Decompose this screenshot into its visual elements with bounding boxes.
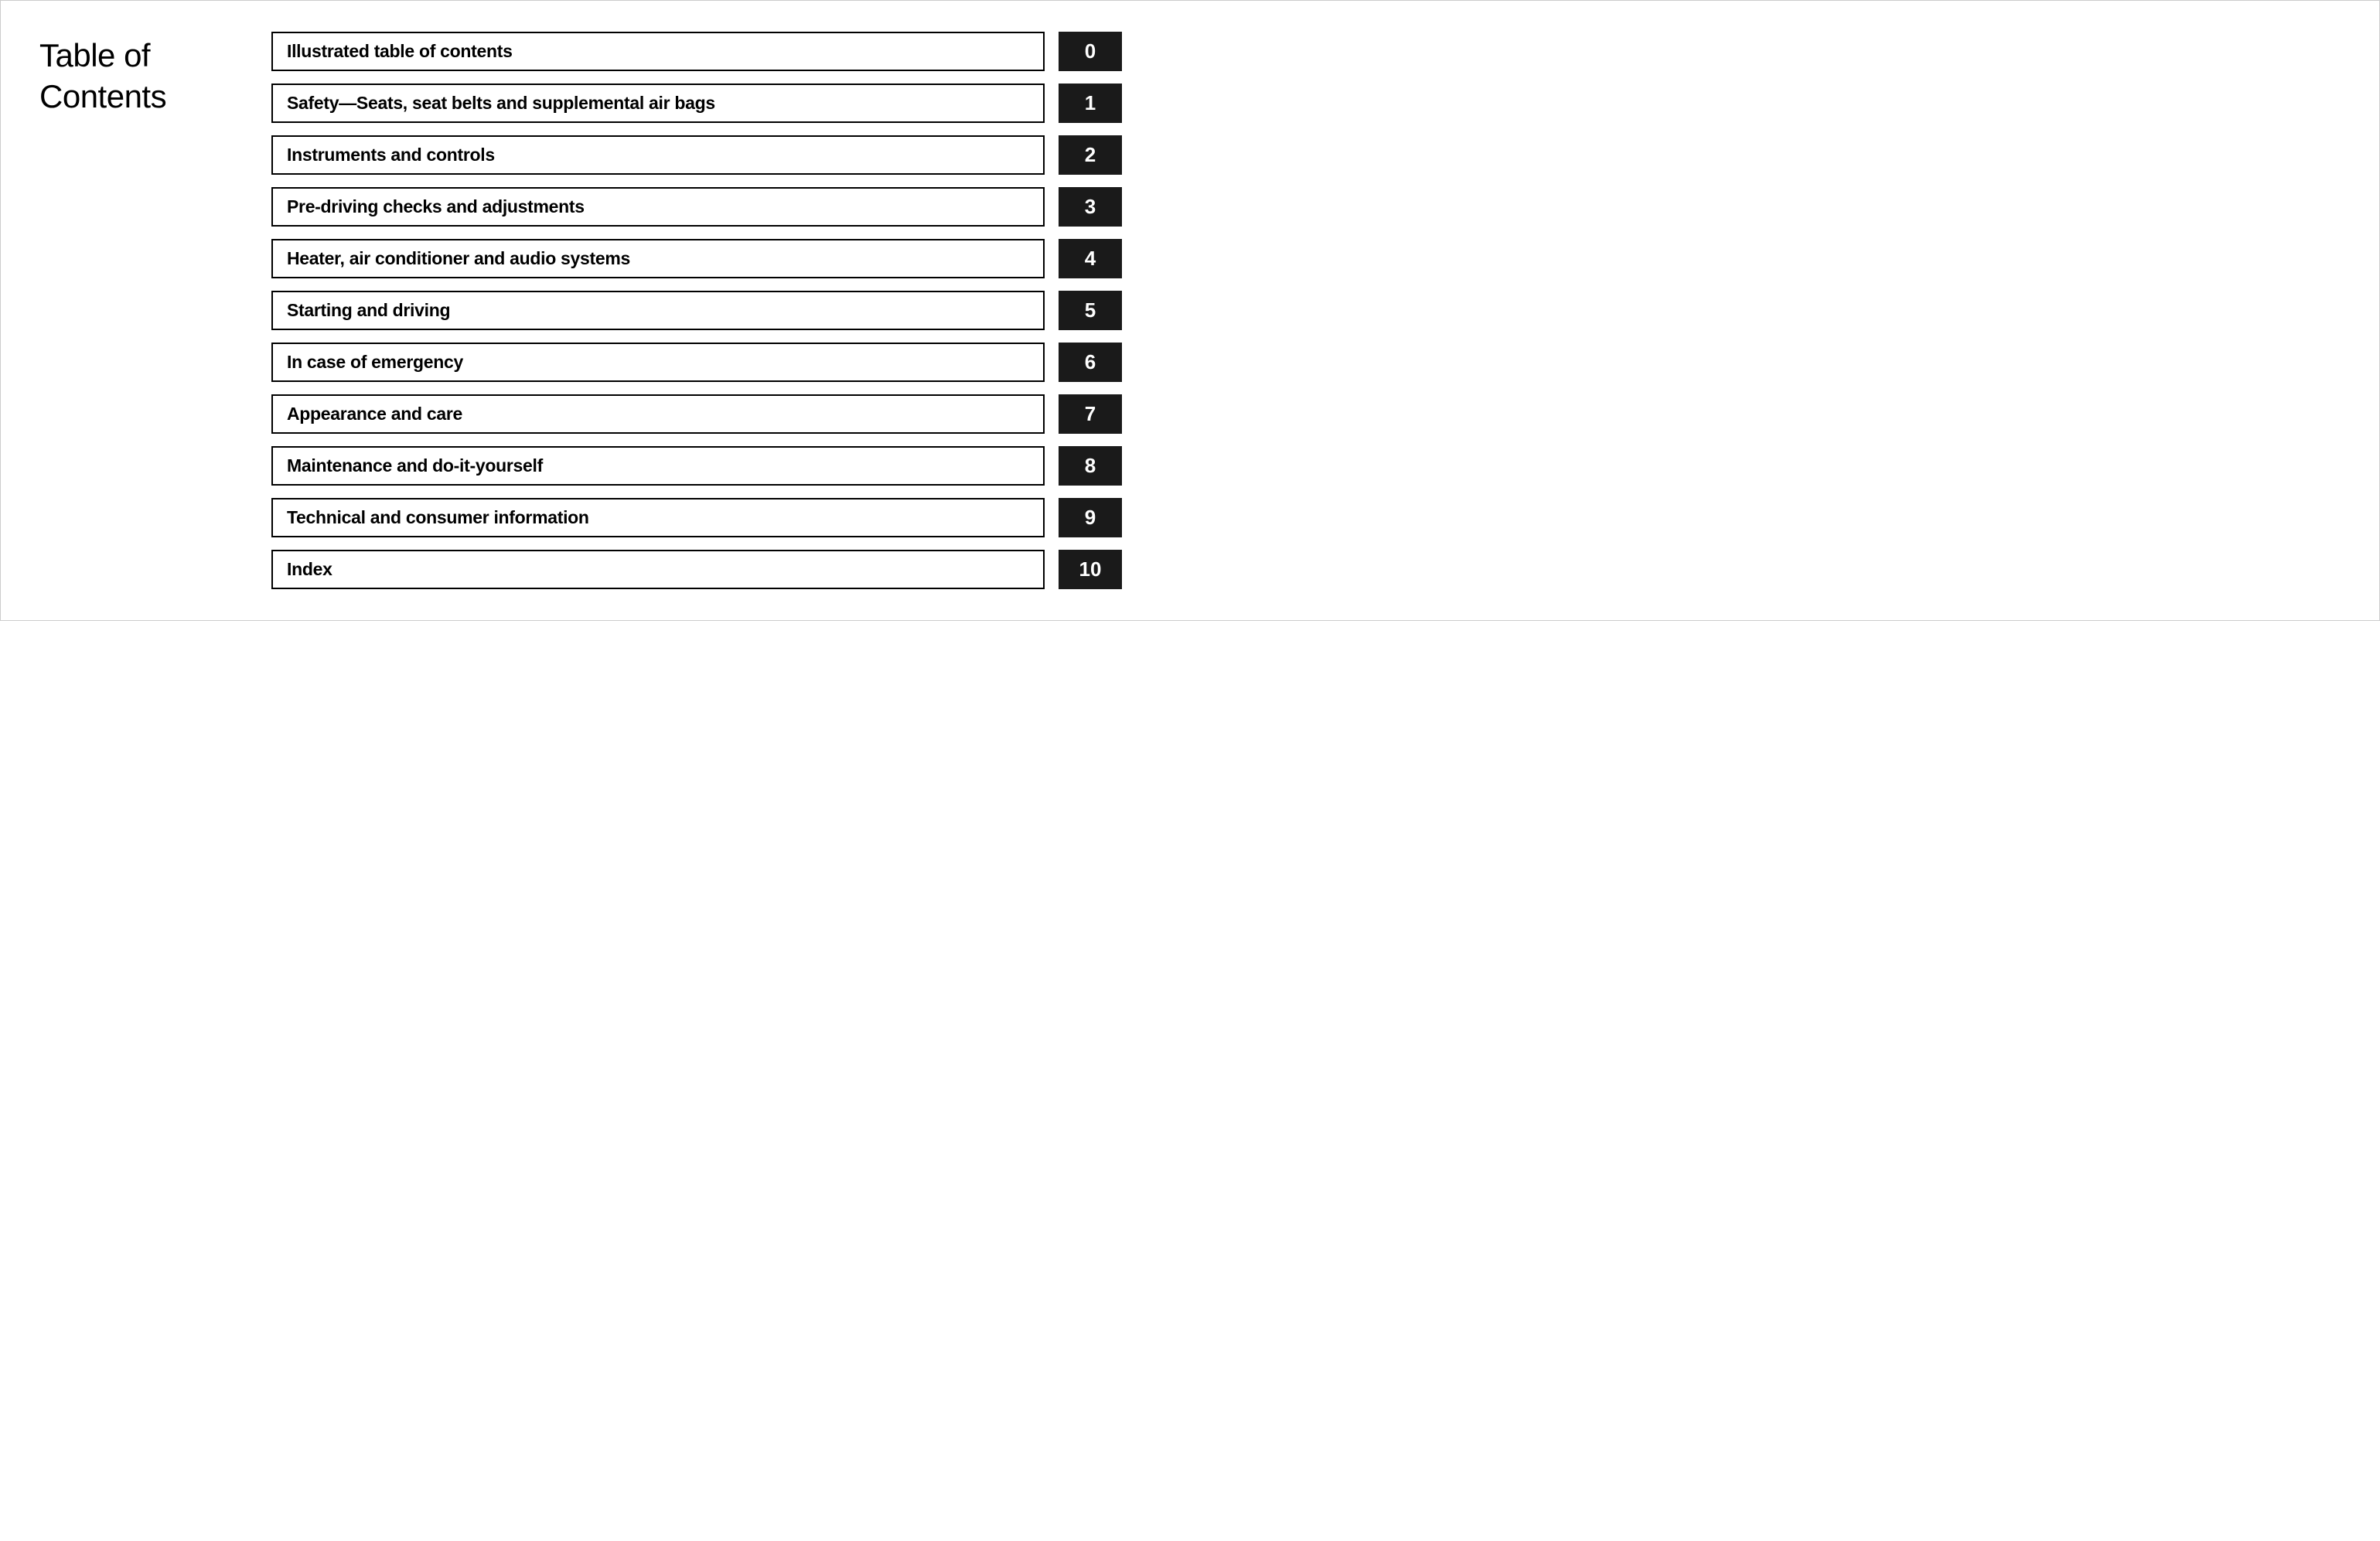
toc-row: Instruments and controls 2: [271, 135, 1122, 175]
toc-row: Maintenance and do-it-yourself 8: [271, 446, 1122, 486]
toc-row: Safety—Seats, seat belts and supplementa…: [271, 84, 1122, 123]
toc-label: Starting and driving: [271, 291, 1045, 330]
toc-container: Table of Contents Illustrated table of c…: [39, 32, 1122, 589]
toc-row: In case of emergency 6: [271, 343, 1122, 382]
toc-label: Index: [271, 550, 1045, 589]
toc-number: 6: [1059, 343, 1122, 382]
toc-number: 4: [1059, 239, 1122, 278]
toc-row: Starting and driving 5: [271, 291, 1122, 330]
heading-line2: Contents: [39, 78, 166, 114]
toc-label: Safety—Seats, seat belts and supplementa…: [271, 84, 1045, 123]
toc-label: Appearance and care: [271, 394, 1045, 434]
heading-line1: Table of: [39, 37, 150, 73]
toc-number: 5: [1059, 291, 1122, 330]
toc-number: 7: [1059, 394, 1122, 434]
toc-row: Appearance and care 7: [271, 394, 1122, 434]
toc-label: Illustrated table of contents: [271, 32, 1045, 71]
toc-list: Illustrated table of contents 0 Safety—S…: [271, 32, 1122, 589]
toc-label: Heater, air conditioner and audio system…: [271, 239, 1045, 278]
toc-row: Index 10: [271, 550, 1122, 589]
toc-number: 0: [1059, 32, 1122, 71]
toc-label: Pre-driving checks and adjustments: [271, 187, 1045, 227]
toc-row: Technical and consumer information 9: [271, 498, 1122, 537]
toc-number: 10: [1059, 550, 1122, 589]
toc-label: Technical and consumer information: [271, 498, 1045, 537]
toc-row: Pre-driving checks and adjustments 3: [271, 187, 1122, 227]
toc-label: Instruments and controls: [271, 135, 1045, 175]
heading-column: Table of Contents: [39, 32, 240, 589]
toc-row: Heater, air conditioner and audio system…: [271, 239, 1122, 278]
toc-label: Maintenance and do-it-yourself: [271, 446, 1045, 486]
page-title: Table of Contents: [39, 36, 240, 117]
toc-label: In case of emergency: [271, 343, 1045, 382]
toc-number: 9: [1059, 498, 1122, 537]
toc-row: Illustrated table of contents 0: [271, 32, 1122, 71]
toc-number: 8: [1059, 446, 1122, 486]
toc-number: 3: [1059, 187, 1122, 227]
toc-number: 1: [1059, 84, 1122, 123]
toc-number: 2: [1059, 135, 1122, 175]
